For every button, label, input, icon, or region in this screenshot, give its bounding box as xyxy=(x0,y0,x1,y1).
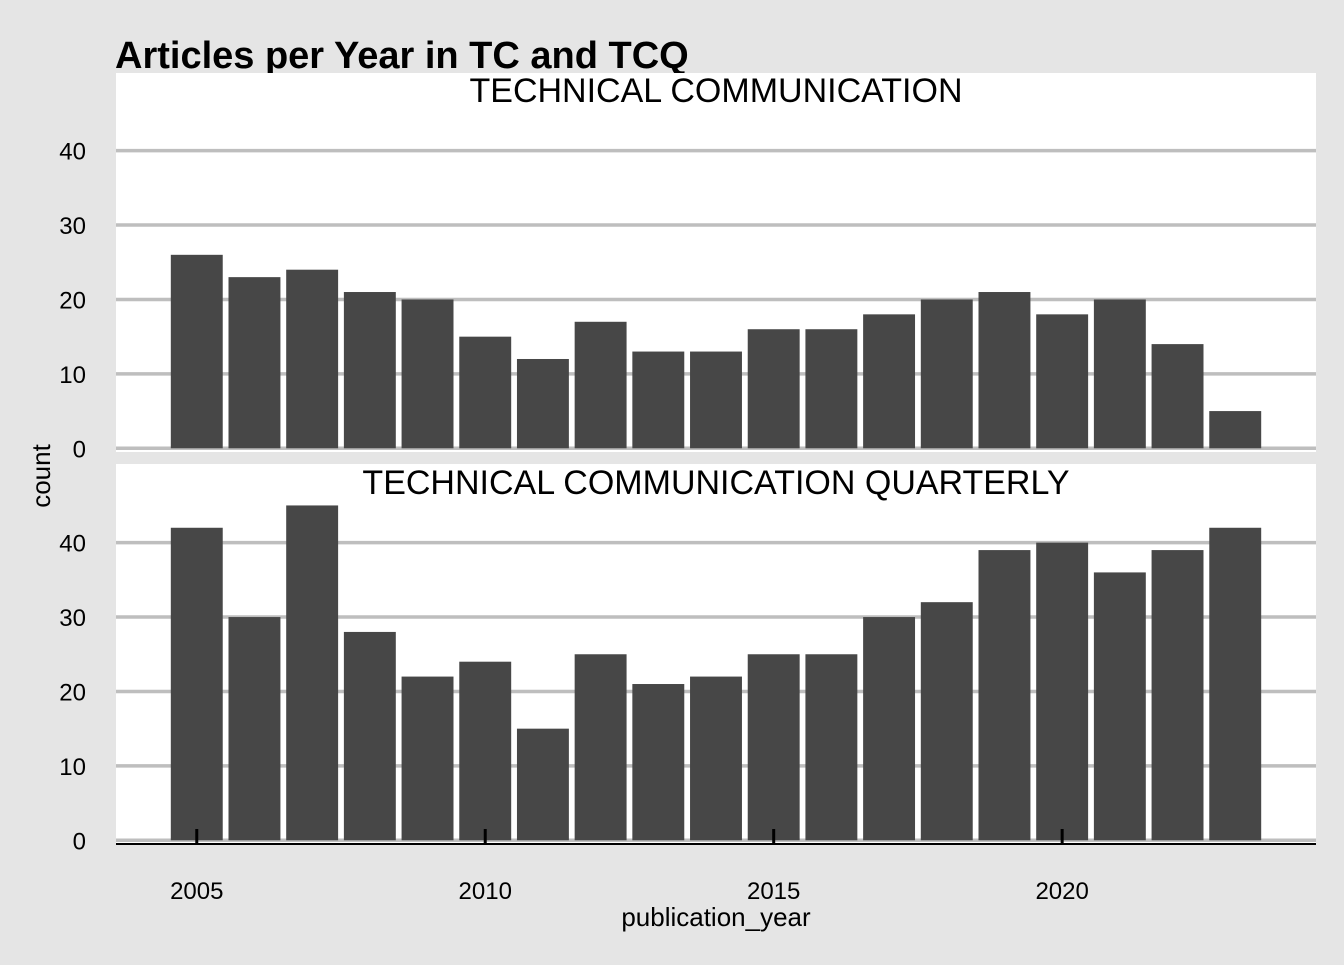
bar-2021 xyxy=(1093,299,1146,449)
y-axis-label: count xyxy=(26,443,56,507)
bar-2021 xyxy=(1093,572,1146,841)
bar-2007 xyxy=(286,269,339,449)
y-tick-label: 20 xyxy=(59,679,86,706)
y-tick-label: 10 xyxy=(59,754,86,781)
bar-2005 xyxy=(170,254,223,449)
bar-2016 xyxy=(805,654,858,841)
bar-2017 xyxy=(863,314,916,449)
x-axis: 2005 2010 2015 2020 xyxy=(116,829,1316,905)
bar-2013 xyxy=(632,351,685,449)
y-tick-label: 0 xyxy=(73,828,86,855)
bar-2015 xyxy=(747,654,800,841)
bar-2018 xyxy=(920,299,973,449)
bar-2020 xyxy=(1036,314,1089,449)
bar-2009 xyxy=(401,676,454,841)
facet-panel-2: TECHNICAL COMMUNICATION QUARTERLY 0 10 20 30… xyxy=(59,464,1316,855)
bar-2010 xyxy=(459,661,512,841)
bar-2022 xyxy=(1151,344,1204,449)
x-tick-label: 2005 xyxy=(170,878,223,905)
bar-2019 xyxy=(978,550,1031,841)
bar-2011 xyxy=(516,358,569,449)
y-tick-label: 30 xyxy=(59,213,86,240)
bar-2006 xyxy=(228,617,281,841)
y-tick-label: 20 xyxy=(59,287,86,314)
bar-2006 xyxy=(228,277,281,449)
bar-2008 xyxy=(343,631,396,841)
bar-2009 xyxy=(401,299,454,449)
bar-2014 xyxy=(690,676,742,841)
bar-2020 xyxy=(1036,542,1089,841)
bar-2016 xyxy=(805,329,858,449)
bar-2012 xyxy=(574,321,627,449)
bar-2017 xyxy=(863,617,916,841)
facet-panel-1: TECHNICAL COMMUNICATION 0 10 20 30 40 xyxy=(59,72,1316,463)
x-axis-label: publication_year xyxy=(621,902,811,932)
y-tick-label: 40 xyxy=(59,531,86,558)
bar-2005 xyxy=(170,527,223,841)
bar-2014 xyxy=(690,351,742,449)
y-tick-label: 0 xyxy=(73,436,86,463)
x-tick-label: 2015 xyxy=(747,878,800,905)
bar-2011 xyxy=(516,728,569,841)
bar-2019 xyxy=(978,292,1031,449)
y-tick-label: 10 xyxy=(59,362,86,389)
bar-2022 xyxy=(1151,550,1204,841)
facet-strip-label: TECHNICAL COMMUNICATION xyxy=(470,72,963,110)
bar-2007 xyxy=(286,505,339,841)
y-tick-label: 30 xyxy=(59,605,86,632)
bar-2010 xyxy=(459,336,512,449)
bar-2015 xyxy=(747,329,800,449)
bar-2008 xyxy=(343,292,396,449)
bar-2012 xyxy=(574,654,627,841)
x-tick-label: 2010 xyxy=(459,878,512,905)
bar-2023 xyxy=(1209,411,1262,449)
bar-2023 xyxy=(1209,527,1262,841)
bar-2013 xyxy=(632,684,685,841)
y-tick-label: 40 xyxy=(59,139,86,166)
facets-layer: TECHNICAL COMMUNICATION010203040TECHNICA… xyxy=(59,72,1316,855)
x-tick-label: 2020 xyxy=(1035,878,1088,905)
facet-strip-label: TECHNICAL COMMUNICATION QUARTERLY xyxy=(362,464,1069,502)
bar-2018 xyxy=(920,602,973,841)
chart-title: Articles per Year in TC and TCQ xyxy=(115,35,689,77)
